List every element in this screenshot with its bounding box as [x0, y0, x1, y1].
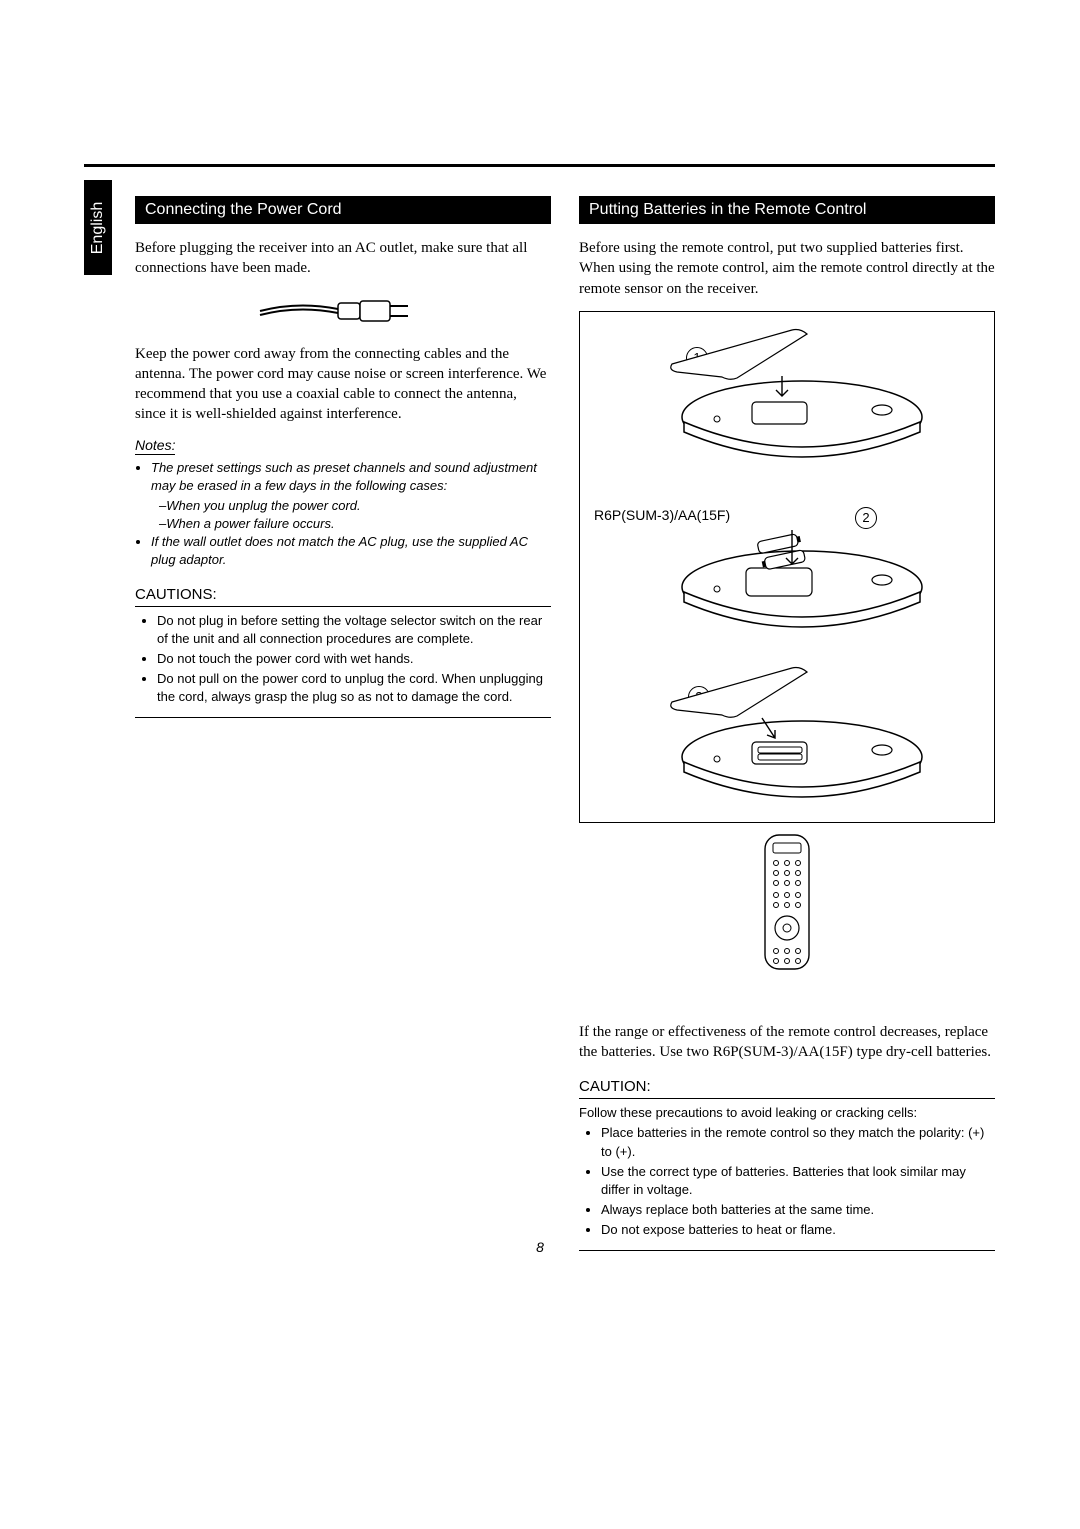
language-tab: English	[84, 180, 112, 275]
remote-front-icon	[757, 833, 817, 973]
page: English Connecting the Power Cord Before…	[0, 0, 1080, 1311]
remote-close-icon	[642, 662, 932, 817]
cautions-label: CAUTIONS:	[135, 586, 551, 603]
caution-item: Do not pull on the power cord to unplug …	[157, 670, 551, 706]
remote-step-2	[580, 492, 994, 647]
remote-battery-figure: 1 2 3 R6P(SUM-3)/AA(15F)	[579, 311, 995, 823]
cautions-block: Do not plug in before setting the voltag…	[135, 606, 551, 718]
power-cord-intro: Before plugging the receiver into an AC …	[135, 238, 551, 279]
remote-front-illustration	[579, 833, 995, 978]
caution-item: Do not plug in before setting the voltag…	[157, 612, 551, 648]
remote-step-1	[580, 322, 994, 477]
language-tab-label: English	[89, 201, 107, 253]
section-header-batteries: Putting Batteries in the Remote Control	[579, 196, 995, 224]
note-item: –When a power failure occurs.	[159, 515, 551, 533]
top-rule	[84, 164, 995, 167]
caution-intro: Follow these precautions to avoid leakin…	[579, 1104, 995, 1122]
notes-block: Notes: The preset settings such as prese…	[135, 437, 551, 570]
caution-item: Use the correct type of batteries. Batte…	[601, 1163, 995, 1199]
ac-plug-icon	[258, 291, 428, 327]
caution-item: Always replace both batteries at the sam…	[601, 1201, 995, 1219]
caution-item: Do not touch the power cord with wet han…	[157, 650, 551, 668]
cautions-list: Do not plug in before setting the voltag…	[135, 612, 551, 707]
power-cord-para2: Keep the power cord away from the connec…	[135, 344, 551, 425]
right-caution-list: Place batteries in the remote control so…	[579, 1124, 995, 1239]
note-item: If the wall outlet does not match the AC…	[151, 533, 551, 569]
remote-insert-icon	[642, 492, 932, 647]
caution-item: Place batteries in the remote control so…	[601, 1124, 995, 1160]
caution-item: Do not expose batteries to heat or flame…	[601, 1221, 995, 1239]
remote-step-3	[580, 662, 994, 817]
note-item: –When you unplug the power cord.	[159, 497, 551, 515]
right-caution-block: Follow these precautions to avoid leakin…	[579, 1098, 995, 1250]
right-column: Putting Batteries in the Remote Control …	[579, 196, 995, 1251]
right-caution-label: CAUTION:	[579, 1078, 995, 1095]
batteries-para2: If the range or effectiveness of the rem…	[579, 1022, 995, 1063]
notes-list: The preset settings such as preset chann…	[135, 459, 551, 570]
content-columns: Connecting the Power Cord Before pluggin…	[135, 196, 995, 1251]
left-column: Connecting the Power Cord Before pluggin…	[135, 196, 551, 1251]
note-item: The preset settings such as preset chann…	[151, 459, 551, 495]
section-header-power-cord: Connecting the Power Cord	[135, 196, 551, 224]
power-cord-illustration	[135, 291, 551, 332]
batteries-intro: Before using the remote control, put two…	[579, 238, 995, 299]
page-number: 8	[0, 1239, 1080, 1255]
remote-open-icon	[642, 322, 932, 477]
notes-label: Notes:	[135, 437, 175, 455]
